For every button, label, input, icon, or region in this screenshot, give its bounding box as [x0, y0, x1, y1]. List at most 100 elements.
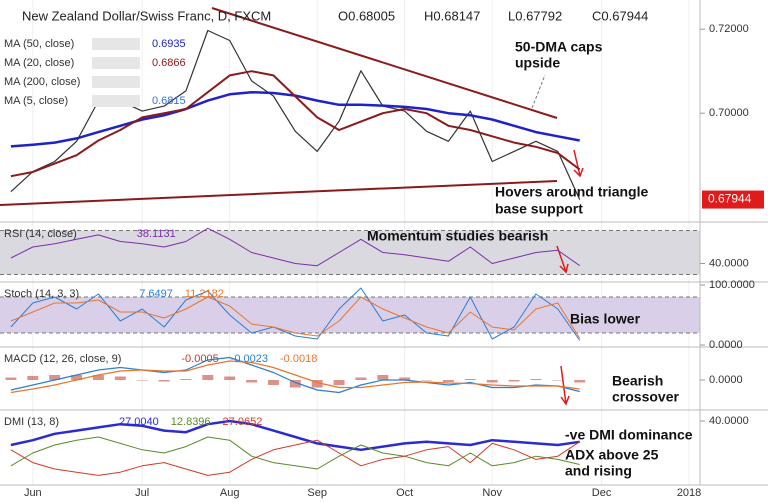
legend-readout: 7.6497: [139, 288, 173, 300]
x-tick-label: Aug: [220, 487, 240, 499]
y-tick-label: 40.0000: [709, 415, 749, 427]
annotation: and rising: [565, 463, 632, 479]
annotation: Momentum studies bearish: [367, 228, 548, 244]
histogram-bar: [289, 380, 301, 388]
legend-buttons: [92, 38, 140, 50]
histogram-bar: [486, 380, 498, 383]
annotation: ADX above 25: [565, 447, 659, 463]
annotation: Hovers around triangle: [495, 184, 648, 200]
high: H0.68147: [424, 8, 480, 23]
legend-readout: 0.6935: [152, 38, 186, 50]
dashed-arrow: [531, 74, 546, 109]
series-line: [10, 439, 580, 476]
series-line: [10, 227, 580, 267]
histogram-bar: [136, 380, 148, 381]
x-tick-label: Oct: [396, 487, 413, 499]
legend-label: MA (50, close): [4, 38, 74, 50]
histogram-bar: [114, 376, 126, 380]
histogram-bar: [530, 379, 542, 380]
arrow: [573, 149, 584, 178]
series-line: [10, 296, 581, 339]
legend-readout: 12.8396: [171, 416, 211, 428]
x-tick-label: Jul: [135, 487, 149, 499]
histogram-bar: [311, 380, 323, 388]
histogram-bar: [246, 380, 258, 383]
histogram-bar: [267, 380, 279, 385]
histogram-bar: [202, 375, 214, 380]
legend-readout: 38.1131: [137, 228, 176, 240]
x-tick-label: Sep: [307, 487, 327, 499]
histogram-bar: [49, 375, 61, 380]
series-line: [10, 419, 580, 452]
histogram-bar: [333, 380, 345, 385]
histogram-bar: [442, 380, 454, 382]
arrow: [560, 365, 570, 406]
series-line: [10, 356, 580, 394]
pane-title: MACD (12, 26, close, 9): [4, 353, 121, 365]
band: [0, 230, 700, 275]
y-tick-label: 100.0000: [709, 279, 755, 291]
x-tick-label: 2018: [677, 487, 701, 499]
legend-readout: -0.0023: [231, 353, 268, 365]
histogram-bar: [158, 380, 170, 382]
pane-title: RSI (14, close): [4, 228, 77, 240]
chart-title: New Zealand Dollar/Swiss Franc, D, FXCM: [22, 8, 271, 23]
legend-readout: -0.0005: [181, 353, 218, 365]
legend-readout: 0.6815: [152, 95, 186, 107]
x-tick-label: Nov: [482, 487, 502, 499]
open: O0.68005: [338, 8, 395, 23]
histogram-bar: [464, 379, 476, 380]
x-tick-label: Dec: [592, 487, 612, 499]
annotation: base support: [495, 201, 583, 217]
histogram-bar: [574, 380, 586, 383]
y-tick-label: 0.70000: [709, 107, 749, 119]
legend-buttons: [92, 76, 140, 88]
lower-trendline: [0, 180, 558, 206]
annotation: Bias lower: [570, 311, 641, 327]
annotation: Bearish: [612, 373, 663, 389]
y-tick-label: 0.0000: [709, 374, 743, 386]
legend-buttons: [92, 57, 140, 69]
upper-trendline: [211, 7, 558, 119]
panes: [0, 0, 768, 485]
legend-label: MA (5, close): [4, 95, 68, 107]
legend-readout: 27.0040: [119, 416, 159, 428]
series-line: [10, 436, 580, 470]
low: L0.67792: [508, 8, 562, 23]
legend-label: MA (20, close): [4, 57, 74, 69]
series-line: [10, 287, 581, 341]
y-tick-label: 0.0000: [709, 339, 743, 351]
histogram-bar: [399, 377, 411, 380]
histogram-bar: [92, 375, 104, 380]
series-line: [10, 360, 580, 394]
x-tick-label: Jun: [24, 487, 42, 499]
histogram-bar: [5, 377, 17, 380]
y-tick-label: 40.0000: [709, 257, 749, 269]
legend-readout: -0.0018: [280, 353, 317, 365]
annotation: crossover: [612, 389, 679, 405]
legend-readout: 27.0652: [223, 416, 263, 428]
histogram-bar: [421, 380, 433, 381]
annotation: -ve DMI dominance: [565, 427, 693, 443]
histogram-bar: [552, 380, 564, 381]
annotation: 50-DMA caps: [515, 39, 603, 55]
histogram-bar: [71, 375, 83, 380]
band: [0, 297, 700, 333]
series-line: [10, 70, 581, 178]
histogram-bar: [508, 380, 520, 382]
histogram-bar: [180, 379, 192, 380]
last-price-box: [702, 190, 764, 209]
y-tick-label: 0.72000: [709, 23, 749, 35]
legend-buttons: [92, 95, 140, 107]
legend-label: MA (200, close): [4, 76, 80, 88]
pane-title: DMI (13, 8): [4, 416, 59, 428]
last-price-label: 0.67944: [708, 192, 752, 206]
histogram-bar: [27, 376, 39, 380]
histogram-bar: [377, 375, 389, 380]
legend-readout: 0.6866: [152, 57, 186, 69]
histogram-bar: [224, 376, 236, 380]
legend-readout: 11.2182: [185, 288, 224, 300]
close: C0.67944: [592, 8, 648, 23]
